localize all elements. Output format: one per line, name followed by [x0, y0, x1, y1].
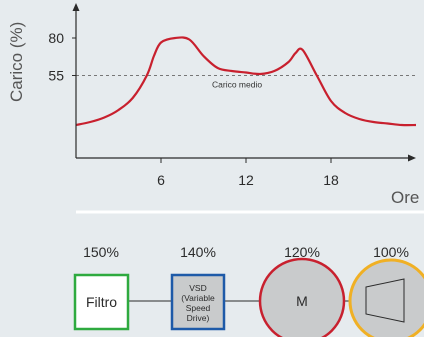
- load-curve: [75, 36, 417, 127]
- vsd-label-line-4: Drive): [187, 313, 210, 323]
- motor-label: M: [296, 293, 308, 309]
- x-axis-arrow: [408, 154, 416, 162]
- x-tick-label: 18: [323, 172, 339, 188]
- pump-circle: [348, 258, 424, 337]
- x-ticks: 6 12 18: [157, 158, 339, 188]
- vsd-label-line-2: (Variable: [181, 293, 215, 303]
- vsd-label-line-1: VSD: [189, 283, 206, 293]
- motor-circle: M: [258, 257, 346, 337]
- x-axis-label: Ore: [391, 188, 419, 207]
- motor-percent: 120%: [284, 244, 320, 260]
- x-tick-label: 12: [238, 172, 254, 188]
- reference-line-label: Carico medio: [212, 80, 262, 90]
- pump-icon: [365, 278, 405, 323]
- pump-percent: 100%: [373, 244, 409, 260]
- vsd-label-line-3: Speed: [186, 303, 211, 313]
- y-tick-label: 55: [48, 68, 64, 84]
- filtro-box: Filtro: [73, 273, 130, 331]
- vsd-box: VSD (Variable Speed Drive): [170, 273, 226, 331]
- filtro-percent: 150%: [83, 244, 119, 260]
- filtro-label: Filtro: [86, 294, 117, 310]
- component-chain: 150% 140% 120% 100% Filtro VSD (Variable…: [73, 244, 424, 337]
- y-axis-label: Carico (%): [7, 22, 26, 102]
- vsd-percent: 140%: [180, 244, 216, 260]
- x-tick-label: 6: [157, 172, 165, 188]
- y-tick-label: 80: [48, 30, 64, 46]
- y-axis-arrow: [72, 3, 80, 11]
- y-ticks: 55 80: [48, 30, 76, 84]
- chart: Carico (%) 55 80 6 12 18 Carico medio Ore: [7, 3, 419, 207]
